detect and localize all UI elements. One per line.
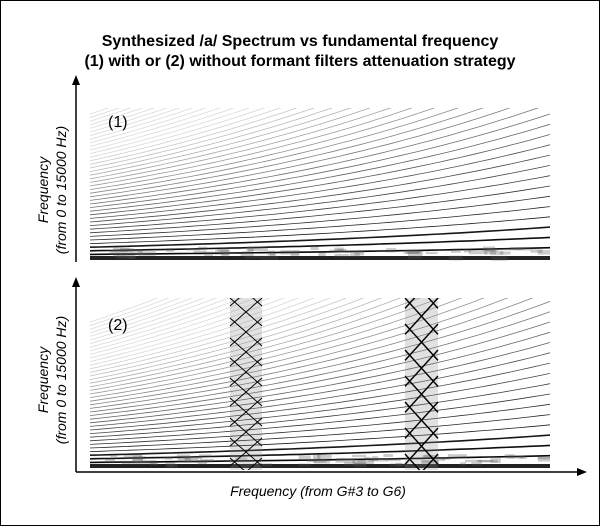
y-axis-label: (from 0 to 15000 Hz) [53, 316, 69, 444]
texture [221, 248, 228, 250]
texture [352, 455, 366, 457]
texture [448, 454, 467, 458]
texture [299, 455, 311, 460]
y-axis-label: Frequency [35, 346, 51, 413]
texture [460, 462, 466, 465]
texture [364, 457, 370, 459]
texture [90, 256, 550, 260]
texture [451, 248, 461, 252]
texture [186, 248, 200, 250]
texture [138, 251, 156, 256]
texture [110, 455, 117, 457]
texture [487, 249, 499, 252]
texture [127, 255, 137, 258]
texture [105, 459, 115, 463]
texture [405, 298, 438, 470]
texture [334, 254, 349, 257]
texture [198, 460, 207, 465]
texture [313, 459, 326, 463]
title-line: Synthesized /a/ Spectrum vs fundamental … [102, 33, 499, 50]
texture [372, 456, 378, 461]
texture [336, 459, 356, 463]
texture [531, 249, 543, 253]
texture [491, 256, 507, 261]
texture [318, 253, 325, 257]
texture [508, 456, 524, 459]
title-line: (1) with or (2) without formant filters … [84, 53, 515, 70]
texture [166, 248, 174, 252]
texture [193, 251, 206, 254]
texture [464, 249, 471, 253]
texture [471, 462, 481, 466]
x-axis-label: Frequency (from G#3 to G6) [230, 483, 406, 499]
texture [221, 252, 229, 256]
texture [465, 460, 482, 462]
texture [245, 256, 262, 259]
texture [329, 250, 342, 253]
texture [165, 462, 175, 466]
texture [426, 252, 438, 254]
texture [150, 463, 158, 466]
texture [139, 456, 146, 459]
texture [354, 251, 364, 256]
texture [204, 253, 213, 256]
texture [408, 255, 422, 259]
texture [291, 252, 300, 256]
texture [500, 248, 516, 250]
texture [491, 458, 501, 463]
texture [261, 256, 278, 260]
y-axis-label: Frequency [35, 156, 51, 223]
texture [386, 458, 401, 461]
texture [185, 459, 198, 463]
y-axis-label: (from 0 to 15000 Hz) [53, 126, 69, 254]
texture [396, 463, 403, 467]
texture [490, 251, 503, 255]
texture [383, 454, 393, 457]
texture [406, 251, 421, 254]
panel-label: (2) [108, 317, 128, 334]
texture [241, 254, 254, 256]
texture [386, 248, 396, 252]
texture [317, 454, 331, 459]
texture [230, 298, 262, 470]
texture [517, 247, 532, 250]
texture [113, 247, 130, 251]
texture [164, 457, 172, 460]
texture [298, 464, 310, 467]
texture [248, 247, 268, 251]
texture [344, 462, 357, 466]
texture [311, 246, 319, 250]
texture [270, 253, 276, 256]
texture [449, 256, 463, 261]
panel-label: (1) [108, 114, 128, 131]
